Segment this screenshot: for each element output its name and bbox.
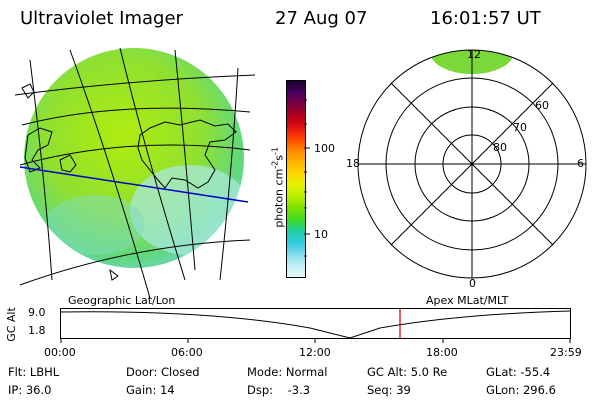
instrument-title: Ultraviolet Imager (20, 8, 183, 29)
polar-label: Apex MLat/MLT (426, 294, 509, 307)
mlt-label-12: 12 (467, 48, 481, 61)
mlt-label-6: 6 (577, 157, 584, 170)
time-label: 16:01:57 UT (430, 8, 541, 29)
mlt-label-0: 0 (469, 277, 476, 290)
date-label: 27 Aug 07 (275, 8, 368, 29)
timeline-ytick-high: 9.0 (28, 306, 46, 319)
graticule (14, 47, 256, 299)
orbit-track-line (19, 166, 249, 203)
polar-grid (357, 49, 587, 279)
altitude-curve (60, 310, 571, 339)
timeline-xtick-1800: 18:00 (426, 346, 458, 359)
info-glat: GLat: -55.4 (486, 365, 551, 379)
colorbar-ticks (304, 99, 310, 257)
lat-label-60: 60 (535, 99, 549, 112)
info-gain: Gain: 14 (126, 383, 175, 397)
timeline-xtick-2359: 23:59 (550, 346, 582, 359)
info-door: Door: Closed (126, 365, 200, 379)
geographic-label: Geographic Lat/Lon (68, 294, 176, 307)
info-dsp: Dsp: -3.3 (247, 383, 311, 397)
coastline (21, 83, 237, 281)
timeline-axis-label: GC Alt (4, 307, 18, 342)
timeline-xtick-0000: 00:00 (44, 346, 76, 359)
info-ip: IP: 36.0 (8, 383, 52, 397)
colorbar-tick-10: 10 (314, 228, 328, 241)
colorbar-tick-100: 100 (314, 142, 335, 155)
info-flt: Flt: LBHL (8, 365, 60, 379)
info-mode: Mode: Normal (247, 365, 328, 379)
geographic-image (14, 47, 256, 299)
lat-label-80: 80 (493, 141, 507, 154)
polar-plot (357, 49, 587, 279)
info-seq: Seq: 39 (367, 383, 411, 397)
mlt-label-18: 18 (346, 157, 360, 170)
lat-label-70: 70 (513, 121, 527, 134)
info-gc-alt: GC Alt: 5.0 Re (367, 365, 448, 379)
timeline-xtick-0600: 06:00 (171, 346, 203, 359)
colorbar (286, 80, 306, 278)
timeline-plot (60, 308, 571, 343)
info-glon: GLon: 296.6 (486, 383, 556, 397)
colorbar-unit-label: photon cm-2s-1 (270, 147, 286, 228)
timeline-ytick-low: 1.8 (28, 324, 46, 337)
timeline-xtick-1200: 12:00 (299, 346, 331, 359)
